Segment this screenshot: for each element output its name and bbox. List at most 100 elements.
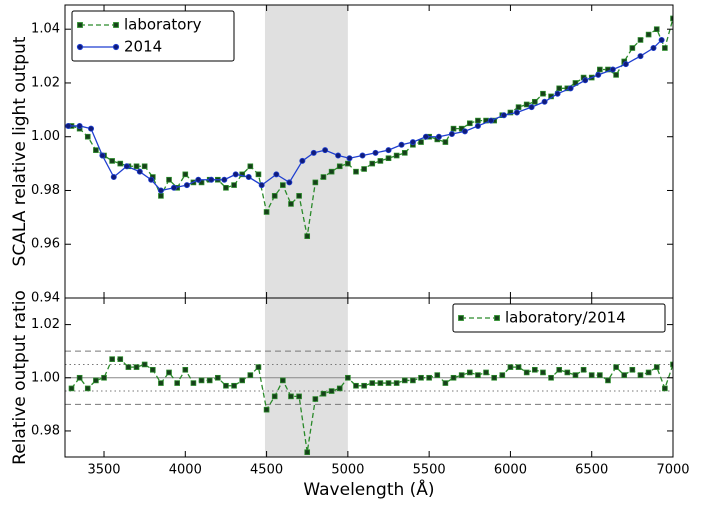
data-point xyxy=(556,366,563,373)
data-point xyxy=(448,131,455,138)
y-tick-label: 1.02 xyxy=(31,317,60,332)
data-point xyxy=(418,374,424,381)
data-point xyxy=(353,168,359,175)
data-point xyxy=(312,396,319,402)
data-point xyxy=(466,120,473,127)
data-point xyxy=(271,393,278,400)
data-point xyxy=(68,385,75,392)
data-point xyxy=(528,104,535,111)
data-point xyxy=(157,187,164,194)
data-point xyxy=(540,369,546,376)
data-point xyxy=(133,364,140,370)
data-point xyxy=(99,152,106,159)
data-point xyxy=(410,377,416,384)
legend-box xyxy=(452,303,666,333)
data-point xyxy=(622,61,629,68)
data-point xyxy=(540,90,546,97)
data-point xyxy=(450,125,457,132)
data-point xyxy=(662,385,668,392)
data-point xyxy=(166,369,172,376)
data-point xyxy=(133,163,140,170)
data-point xyxy=(422,133,429,140)
data-point xyxy=(500,112,507,119)
data-point xyxy=(109,356,115,362)
x-tick-label: 4500 xyxy=(250,463,283,478)
data-point xyxy=(483,369,489,376)
data-point xyxy=(541,98,548,105)
plot-area xyxy=(65,5,673,298)
y-tick-label: 0.98 xyxy=(31,183,60,198)
data-point xyxy=(637,53,644,60)
data-point xyxy=(345,160,351,167)
data-point xyxy=(221,176,228,183)
data-point xyxy=(117,356,124,362)
data-point xyxy=(304,233,311,239)
legend-marker xyxy=(112,43,120,51)
data-point xyxy=(84,385,91,392)
data-point xyxy=(258,182,265,189)
data-point xyxy=(232,171,239,178)
data-point xyxy=(93,147,99,153)
x-tick-label: 7000 xyxy=(656,463,689,478)
data-point xyxy=(328,168,335,175)
data-point xyxy=(320,390,327,397)
data-point xyxy=(385,147,392,154)
data-point xyxy=(613,364,619,370)
data-point xyxy=(320,174,327,180)
data-point xyxy=(629,366,636,373)
data-point xyxy=(475,372,481,378)
data-point xyxy=(280,182,286,188)
data-point xyxy=(369,380,376,386)
data-point xyxy=(310,149,317,156)
legend-box xyxy=(71,10,235,62)
legend-marker xyxy=(113,22,119,28)
data-point xyxy=(223,382,229,389)
data-point xyxy=(507,109,514,116)
data-point xyxy=(65,122,72,129)
data-point xyxy=(158,193,164,199)
data-point xyxy=(288,393,294,400)
data-point xyxy=(280,377,286,384)
legend-label: laboratory xyxy=(124,16,202,34)
data-point xyxy=(170,184,177,191)
data-point xyxy=(487,117,494,124)
data-point xyxy=(359,152,366,159)
data-point xyxy=(442,380,449,386)
x-tick-label: 3500 xyxy=(87,463,120,478)
data-point xyxy=(336,385,343,392)
data-point xyxy=(335,152,342,159)
data-point xyxy=(629,45,636,51)
data-point xyxy=(595,71,602,78)
data-point xyxy=(393,380,400,386)
data-point xyxy=(442,139,449,145)
data-point xyxy=(304,449,311,456)
data-point xyxy=(418,139,424,145)
data-point xyxy=(474,122,481,129)
y-tick-label: 1.00 xyxy=(31,129,60,144)
data-point xyxy=(215,374,221,381)
data-point xyxy=(613,72,619,78)
data-point xyxy=(322,147,329,154)
legend-label: 2014 xyxy=(124,38,162,56)
data-point xyxy=(299,157,306,164)
data-point xyxy=(353,382,359,389)
data-point xyxy=(605,377,611,384)
data-point xyxy=(182,366,189,373)
data-point xyxy=(195,176,202,183)
x-tick-label: 6000 xyxy=(494,463,527,478)
data-point xyxy=(385,155,392,162)
data-point xyxy=(662,45,668,51)
y-tick-label: 1.04 xyxy=(31,22,60,37)
data-point xyxy=(513,109,520,116)
data-point xyxy=(597,372,603,378)
x-tick-label: 4000 xyxy=(169,463,202,478)
data-point xyxy=(110,174,117,181)
data-point xyxy=(554,90,561,97)
data-point xyxy=(588,372,595,378)
data-point xyxy=(409,139,416,146)
data-point xyxy=(645,369,652,376)
data-point xyxy=(645,31,652,38)
data-point xyxy=(515,364,522,370)
data-point xyxy=(123,163,130,170)
